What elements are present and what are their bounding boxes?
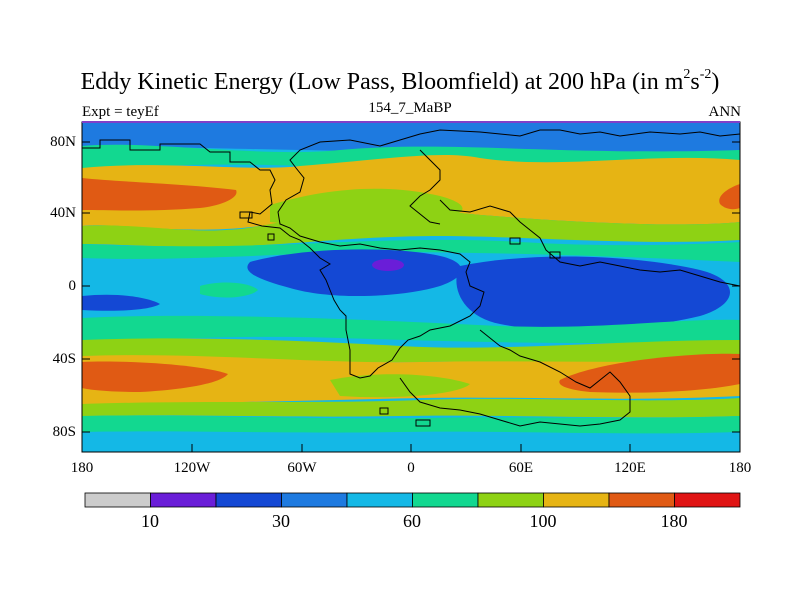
x-tick-label: 0 — [407, 460, 415, 476]
colorbar-swatch — [150, 492, 217, 508]
tropical-blue-edge — [82, 294, 160, 311]
x-tick-label: 60E — [508, 460, 534, 476]
colorbar-swatch — [281, 492, 348, 508]
south-lime-lower — [82, 398, 740, 418]
tropical-min — [372, 259, 404, 271]
south-polar-band — [82, 431, 740, 452]
colorbar-swatch — [84, 492, 151, 508]
x-tick-label: 120E — [614, 460, 646, 476]
season-label: ANN — [708, 104, 742, 120]
coastline-north — [82, 129, 740, 379]
colorbar-label: 100 — [529, 511, 557, 531]
y-tick-label: 40S — [52, 351, 76, 367]
axis-ticks — [81, 141, 741, 452]
colorbar-swatch — [674, 492, 741, 508]
colorbar-swatch — [543, 492, 610, 508]
colorbar-swatch — [412, 492, 479, 508]
south-lime-upper — [82, 338, 740, 364]
colorbar-swatch — [477, 492, 544, 508]
x-tick-label: 60W — [287, 460, 317, 476]
x-tick-label: 180 — [70, 460, 94, 476]
north-polar-band — [82, 122, 740, 155]
experiment-label: Expt = teyEf — [82, 104, 159, 120]
coastline-asia — [439, 199, 740, 287]
coastline-europe — [409, 149, 441, 225]
tropical-blue-east — [456, 256, 730, 331]
south-pacific-max — [559, 353, 740, 393]
colorbar-swatch — [215, 492, 282, 508]
north-lime-band — [82, 210, 740, 247]
coastline-south — [399, 329, 631, 427]
y-tick-label: 80S — [52, 424, 76, 440]
tropical-green-patch — [200, 282, 258, 298]
plot-title: Eddy Kinetic Energy (Low Pass, Bloomfiel… — [80, 67, 720, 96]
case-label: 154_7_MaBP — [368, 100, 452, 116]
south-atlantic-max — [82, 361, 228, 392]
x-tick-label: 180 — [728, 460, 752, 476]
south-green-upper — [82, 315, 740, 344]
south-green-lower — [82, 415, 740, 434]
colorbar-swatch — [346, 492, 413, 508]
contour-field — [82, 122, 740, 452]
colorbar-label: 180 — [660, 511, 688, 531]
north-green-lower — [82, 239, 740, 262]
islands — [239, 211, 561, 427]
south-lime-patch — [330, 374, 470, 398]
colorbar-label: 60 — [403, 511, 421, 531]
north-atlantic-max — [82, 178, 237, 211]
north-pacific-max — [719, 184, 740, 210]
colorbar-label: 10 — [141, 511, 159, 531]
y-tick-label: 40N — [50, 205, 76, 221]
colorbar — [84, 492, 741, 508]
tropical-blue-west — [247, 249, 462, 297]
colorbar-label: 30 — [272, 511, 290, 531]
y-tick-label: 80N — [50, 134, 76, 150]
y-tick-label: 0 — [68, 278, 77, 294]
colorbar-swatch — [608, 492, 675, 508]
x-tick-label: 120W — [173, 460, 211, 476]
